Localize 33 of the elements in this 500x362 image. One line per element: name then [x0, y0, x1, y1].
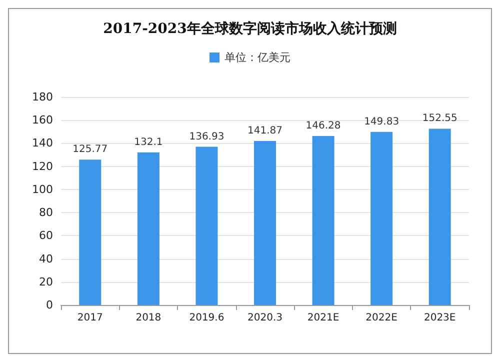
data-label: 146.28	[306, 120, 341, 132]
y-tick-label: 0	[46, 298, 53, 312]
y-tick-label: 100	[32, 182, 53, 196]
y-tick-label: 60	[39, 229, 53, 242]
legend-label: 单位：亿美元	[224, 51, 290, 64]
y-tick-label: 160	[32, 114, 53, 127]
x-tick-label: 2022E	[366, 312, 398, 324]
y-tick-label: 80	[39, 206, 53, 220]
x-tick-label: 2018	[136, 312, 162, 324]
data-label: 125.77	[72, 144, 108, 156]
y-tick-label: 180	[32, 90, 53, 104]
bar	[137, 152, 160, 305]
chart-title: 2017-2023年全球数字阅读市场收入统计预测	[103, 20, 397, 37]
data-label: 152.55	[422, 113, 458, 124]
y-tick-label: 120	[32, 160, 53, 173]
bar	[312, 136, 334, 305]
bar	[196, 146, 218, 305]
bar	[79, 160, 102, 305]
x-tick-label: 2021E	[307, 312, 340, 324]
x-tick-label: 2023E	[424, 312, 456, 324]
data-label: 132.1	[134, 136, 163, 148]
data-label: 141.87	[248, 126, 282, 137]
x-tick-label: 2019.6	[189, 312, 224, 324]
y-tick-label: 140	[32, 136, 53, 150]
y-tick-label: 20	[39, 275, 53, 288]
bar	[370, 132, 393, 305]
data-label: 136.93	[189, 131, 224, 142]
bar	[428, 128, 451, 305]
x-tick-label: 2020.3	[248, 312, 282, 324]
y-tick-label: 40	[39, 252, 53, 266]
data-label: 149.83	[364, 116, 400, 128]
bar	[254, 141, 276, 305]
x-tick-label: 2017	[77, 312, 103, 324]
